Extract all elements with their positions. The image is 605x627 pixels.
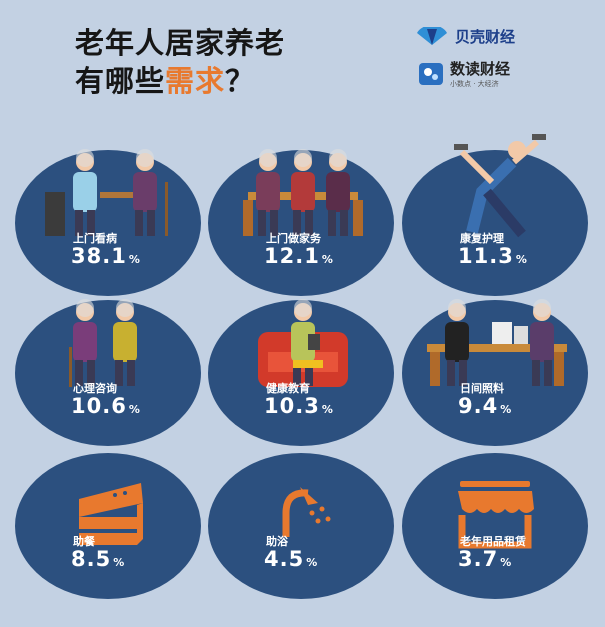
need-label: 上门看病 [73, 232, 117, 245]
need-item: 助浴 4.5% [208, 453, 394, 599]
housework-illustration [243, 149, 363, 236]
need-label: 康复护理 [460, 232, 504, 245]
need-item: 康复护理 11.3% [402, 134, 588, 296]
need-item: 健康教育 10.3% [208, 299, 394, 446]
shell-icon [417, 26, 447, 45]
need-label: 健康教育 [266, 382, 310, 395]
need-label: 老年用品租赁 [460, 535, 526, 548]
day-care-illustration [427, 299, 567, 386]
health-education-illustration [258, 299, 348, 387]
beike-logo: 贝壳财经 [415, 26, 515, 47]
rehab-exercise-illustration [454, 134, 546, 238]
need-item: 日间照料 9.4% [402, 299, 588, 446]
need-value: 11.3% [458, 244, 528, 268]
need-value: 3.7% [458, 547, 513, 571]
need-label: 上门做家务 [266, 232, 321, 245]
store-icon [458, 481, 534, 549]
doctor-visit-illustration [45, 149, 168, 236]
need-value: 4.5% [264, 547, 319, 571]
need-label: 助浴 [266, 535, 288, 548]
need-value: 38.1% [71, 244, 141, 268]
page-title-line1: 老年人居家养老 [75, 26, 286, 60]
ellipse-background [402, 453, 588, 599]
shudu-logo: 数读财经 小数点 · 大经济 [418, 58, 510, 89]
ellipse-background [15, 300, 201, 446]
need-item: 心理咨询 10.6% [15, 299, 201, 446]
page-title-line2: 有哪些需求？ [75, 64, 256, 98]
need-item: 上门看病 38.1% [15, 149, 201, 296]
need-item: 老年用品租赁 3.7% [402, 453, 588, 599]
cake-icon [79, 483, 143, 545]
shudu-icon [419, 62, 443, 85]
need-item: 助餐 8.5% [15, 453, 201, 599]
need-value: 9.4% [458, 394, 513, 418]
counseling-illustration [69, 299, 137, 387]
need-item: 上门做家务 12.1% [208, 149, 394, 296]
need-value: 12.1% [264, 244, 334, 268]
need-value: 10.6% [71, 394, 141, 418]
need-label: 心理咨询 [73, 382, 117, 395]
shower-icon [282, 487, 331, 537]
need-value: 10.3% [264, 394, 334, 418]
ellipse-background [208, 453, 394, 599]
need-label: 日间照料 [460, 382, 504, 395]
need-value: 8.5% [71, 547, 126, 571]
need-label: 助餐 [73, 535, 95, 548]
